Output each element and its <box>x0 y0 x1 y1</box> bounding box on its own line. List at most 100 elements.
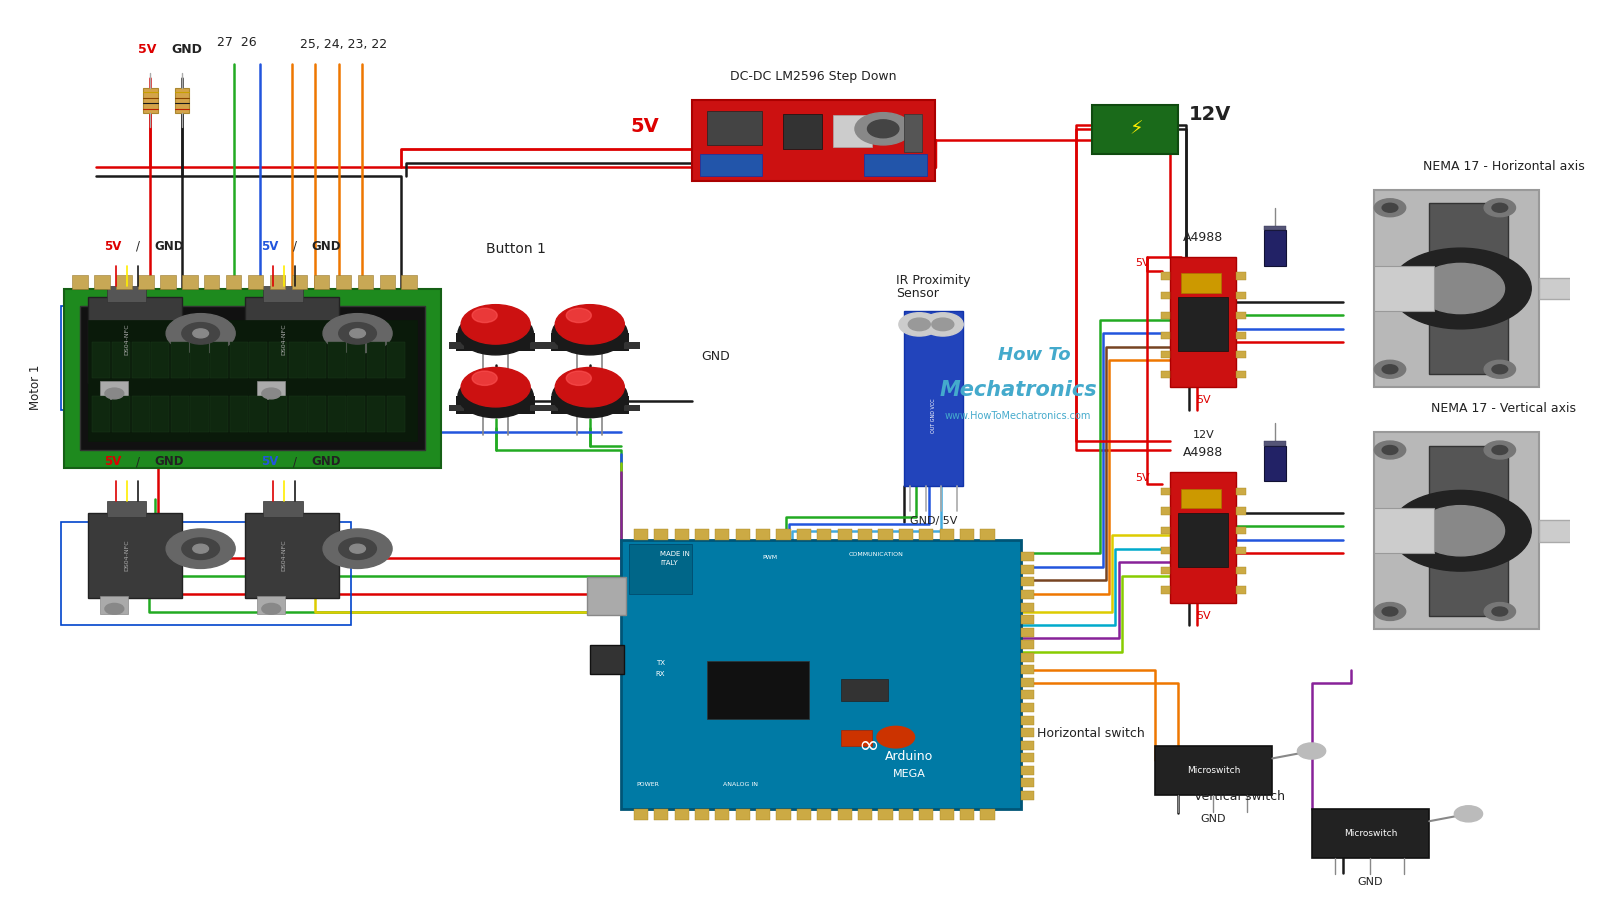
Bar <box>190 342 208 378</box>
Bar <box>1429 446 1507 616</box>
Text: COMMUNICATION: COMMUNICATION <box>848 552 904 557</box>
Bar <box>160 275 176 289</box>
Circle shape <box>1374 360 1406 378</box>
Circle shape <box>323 313 392 353</box>
Circle shape <box>1416 264 1504 313</box>
Bar <box>387 396 405 432</box>
Bar <box>715 809 730 820</box>
Text: Arduino: Arduino <box>885 750 933 762</box>
Bar <box>1162 567 1170 574</box>
Bar <box>245 298 339 382</box>
Circle shape <box>1491 446 1507 454</box>
Circle shape <box>323 529 392 569</box>
Text: 5V: 5V <box>261 240 278 253</box>
Bar <box>258 381 285 399</box>
Text: How To: How To <box>997 346 1070 364</box>
Text: /: / <box>136 455 139 468</box>
Circle shape <box>1382 364 1398 373</box>
Bar <box>94 275 110 289</box>
Bar <box>1237 273 1246 280</box>
Bar <box>691 100 934 181</box>
Bar <box>226 275 242 289</box>
Bar <box>858 809 872 820</box>
Circle shape <box>166 313 235 353</box>
Bar <box>1162 351 1170 358</box>
Bar <box>1162 527 1170 535</box>
Circle shape <box>461 367 530 407</box>
Bar <box>245 513 339 598</box>
Bar <box>1237 527 1246 535</box>
Bar <box>736 529 750 540</box>
Bar <box>210 396 229 432</box>
Bar <box>144 87 157 112</box>
Circle shape <box>552 374 627 418</box>
Text: 5V: 5V <box>104 240 122 253</box>
Circle shape <box>350 544 365 554</box>
Circle shape <box>566 371 592 385</box>
Bar <box>1429 203 1507 374</box>
Text: Sensor: Sensor <box>896 287 939 301</box>
Bar <box>1021 553 1034 562</box>
Bar <box>1237 567 1246 574</box>
Bar <box>88 320 418 441</box>
Bar <box>1181 274 1221 293</box>
Bar <box>621 540 1021 809</box>
Bar <box>1237 331 1246 338</box>
Bar <box>1181 489 1221 508</box>
Bar <box>920 809 933 820</box>
Circle shape <box>472 308 498 322</box>
Text: Mechatronics: Mechatronics <box>939 380 1098 400</box>
Bar <box>1155 746 1272 796</box>
Circle shape <box>555 304 624 344</box>
Text: ANALOG IN: ANALOG IN <box>723 782 758 788</box>
Circle shape <box>1382 607 1398 616</box>
Bar <box>1237 488 1246 495</box>
Text: TX: TX <box>656 661 664 666</box>
Text: GND/ 5V: GND/ 5V <box>910 516 957 526</box>
Bar <box>654 809 669 820</box>
Circle shape <box>1485 602 1515 620</box>
Circle shape <box>1374 441 1406 459</box>
Circle shape <box>555 367 624 407</box>
Bar <box>1021 578 1034 587</box>
Text: 5V: 5V <box>1195 395 1211 405</box>
Text: GND: GND <box>312 240 341 253</box>
Bar <box>366 396 386 432</box>
Bar <box>634 529 648 540</box>
Circle shape <box>182 322 219 344</box>
Bar <box>230 342 248 378</box>
Bar <box>1021 741 1034 750</box>
Polygon shape <box>550 333 629 351</box>
Text: MADE IN: MADE IN <box>661 551 690 557</box>
Circle shape <box>552 311 627 355</box>
Text: DS04-NFC: DS04-NFC <box>282 539 286 571</box>
Circle shape <box>194 328 208 338</box>
Text: GND: GND <box>1200 814 1226 824</box>
Bar <box>1021 590 1034 598</box>
Circle shape <box>1485 360 1515 378</box>
Bar <box>152 342 170 378</box>
Text: /: / <box>293 455 298 468</box>
Bar <box>288 396 307 432</box>
Circle shape <box>350 328 365 338</box>
Circle shape <box>339 322 376 344</box>
Bar <box>72 275 88 289</box>
Text: A4988: A4988 <box>1182 231 1224 244</box>
Bar <box>61 522 352 625</box>
Bar <box>782 113 822 149</box>
Bar <box>1162 292 1170 300</box>
Text: Button 1: Button 1 <box>486 241 546 256</box>
Bar <box>347 342 365 378</box>
Bar <box>1178 298 1229 351</box>
Bar <box>858 529 872 540</box>
Text: GND: GND <box>701 350 730 364</box>
Bar <box>776 809 790 820</box>
Bar <box>1021 753 1034 762</box>
Text: www.HowToMechatronics.com: www.HowToMechatronics.com <box>946 410 1091 420</box>
Bar <box>1312 809 1429 859</box>
Bar <box>1162 508 1170 515</box>
Bar <box>920 529 933 540</box>
Circle shape <box>1416 506 1504 556</box>
Bar <box>269 342 286 378</box>
Text: NEMA 17 - Vertical axis: NEMA 17 - Vertical axis <box>1432 402 1576 415</box>
